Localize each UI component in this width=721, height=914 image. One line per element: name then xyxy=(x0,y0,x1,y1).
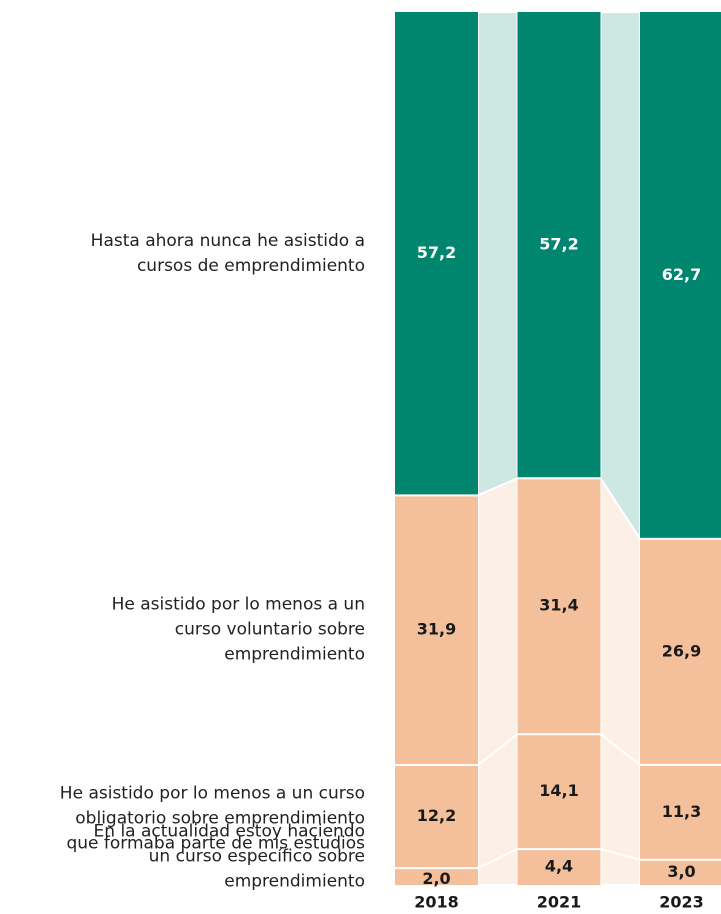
bar-segment xyxy=(640,765,721,859)
bar-segment xyxy=(395,12,478,495)
bar-segment xyxy=(640,12,721,538)
value-label: 57,2 xyxy=(539,235,578,254)
bar-segment xyxy=(640,860,721,885)
value-label: 12,2 xyxy=(417,806,456,825)
bar-segment xyxy=(395,496,478,764)
value-label: 4,4 xyxy=(545,857,573,876)
value-label: 11,3 xyxy=(662,802,701,821)
value-label: 3,0 xyxy=(667,862,695,881)
x-tick-label: 2018 xyxy=(414,893,459,912)
category-label: Hasta ahora nunca he asistido a cursos d… xyxy=(90,230,365,276)
ribbon xyxy=(599,11,641,543)
category-label: He asistido por lo menos a un curso obli… xyxy=(59,783,365,854)
bar-segment xyxy=(395,869,478,885)
category-label: He asistido por lo menos a un curso volu… xyxy=(111,594,365,665)
x-tick-label: 2021 xyxy=(537,893,582,912)
value-label: 14,1 xyxy=(539,781,578,800)
value-label: 31,9 xyxy=(417,620,456,639)
bar-segment xyxy=(517,850,601,885)
x-tick-label: 2023 xyxy=(659,893,704,912)
bar-segment xyxy=(517,12,601,478)
bar-segment xyxy=(517,735,601,849)
value-label: 2,0 xyxy=(422,869,450,888)
ribbon xyxy=(477,476,519,768)
bar-segment xyxy=(395,765,478,868)
bar-segment xyxy=(640,539,721,764)
value-label: 26,9 xyxy=(662,641,701,660)
value-label: 57,2 xyxy=(417,243,456,262)
category-label: En la actualidad estoy haciendo un curso… xyxy=(93,821,365,892)
value-label: 62,7 xyxy=(662,265,701,284)
value-label: 31,4 xyxy=(539,596,578,615)
bar-segment xyxy=(517,479,601,734)
ribbon xyxy=(477,11,519,497)
